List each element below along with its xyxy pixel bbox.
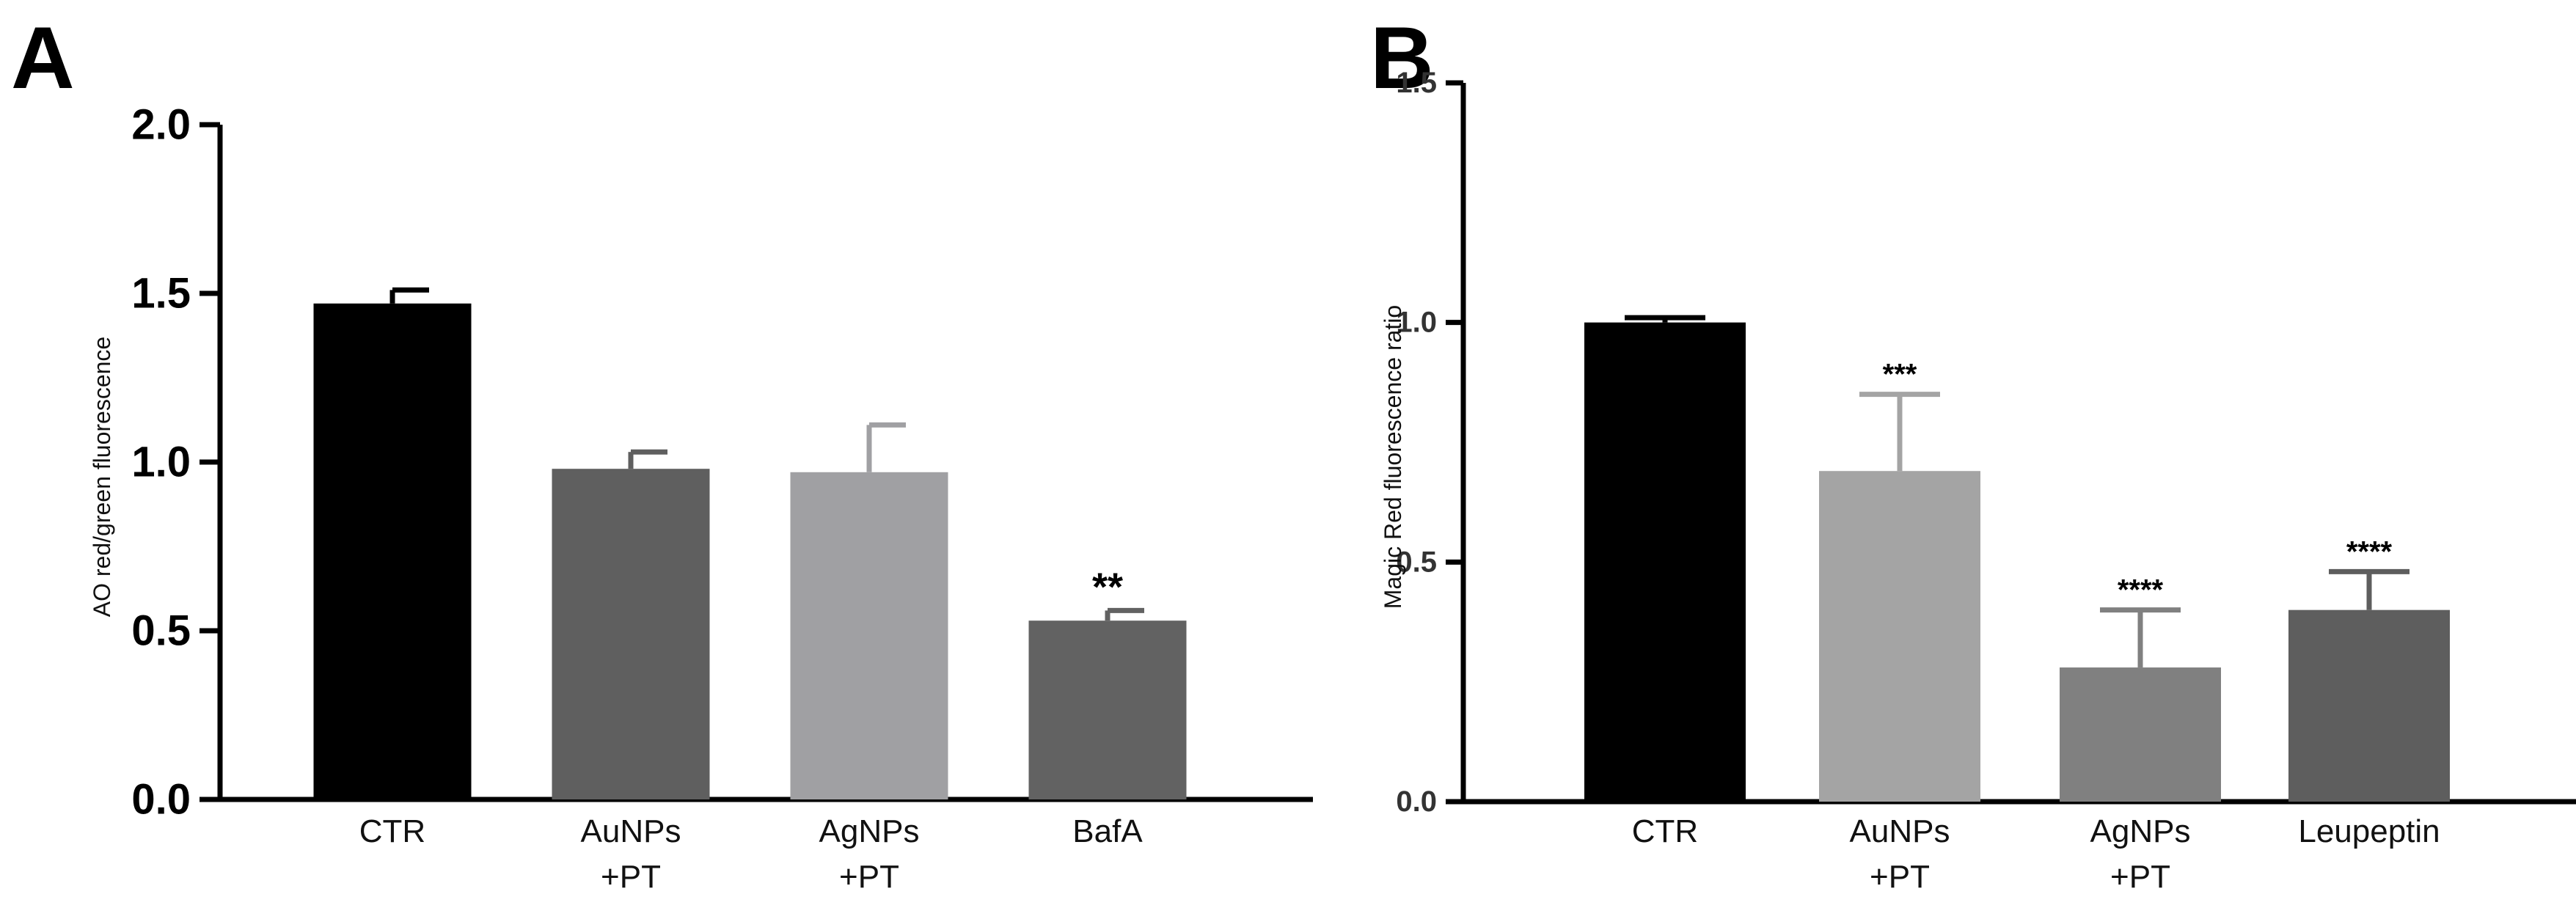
y-tick-label: 1.5 — [131, 270, 191, 318]
panel-label: B — [1370, 9, 1434, 107]
bar — [313, 303, 472, 799]
y-axis-title: Magic Red fluorescence ratio — [1380, 305, 1406, 609]
y-tick-label: 0.0 — [131, 776, 191, 824]
x-tick-label: AuNPs — [1850, 813, 1950, 849]
bar — [552, 469, 710, 799]
panel-b: B 0.0 0.5 1.0 1.5 Magic Red fluorescence rati… — [1370, 9, 2576, 895]
x-tick-label: +PT — [839, 859, 899, 895]
bar — [790, 472, 948, 799]
x-tick-label: AuNPs — [581, 813, 681, 849]
panel-a: A 0.0 0.5 1.0 1.5 2.0 AO red/green fluorescenc… — [11, 9, 1313, 895]
x-tick-label: CTR — [1632, 813, 1698, 849]
y-tick-label: 0.5 — [1396, 546, 1437, 578]
significance-marker: **** — [2118, 574, 2164, 607]
y-tick-label: 1.5 — [1396, 67, 1437, 99]
significance-marker: **** — [2346, 535, 2393, 568]
x-tick-label: BafA — [1072, 813, 1143, 849]
x-tick-label: +PT — [1870, 859, 1930, 895]
bar — [2060, 667, 2221, 802]
x-tick-label: Leupeptin — [2298, 813, 2440, 849]
y-tick-label: 0.5 — [131, 607, 191, 655]
panel-label: A — [11, 9, 75, 107]
significance-marker: ** — [1092, 565, 1123, 609]
bar — [1819, 471, 1980, 802]
significance-marker: *** — [1883, 359, 1917, 391]
x-tick-label: AgNPs — [819, 813, 920, 849]
y-tick-label: 1.0 — [131, 439, 191, 486]
y-tick-label: 1.0 — [1396, 307, 1437, 339]
x-tick-label: AgNPs — [2090, 813, 2191, 849]
bar — [2288, 609, 2450, 802]
y-tick-label: 0.0 — [1396, 786, 1437, 818]
bar — [1028, 620, 1187, 799]
y-axis-title: AO red/green fluorescence — [89, 337, 115, 617]
bar — [1584, 322, 1746, 802]
x-tick-label: +PT — [2110, 859, 2170, 895]
y-tick-label: 2.0 — [131, 101, 191, 149]
x-tick-label: +PT — [601, 859, 661, 895]
x-tick-label: CTR — [359, 813, 425, 849]
